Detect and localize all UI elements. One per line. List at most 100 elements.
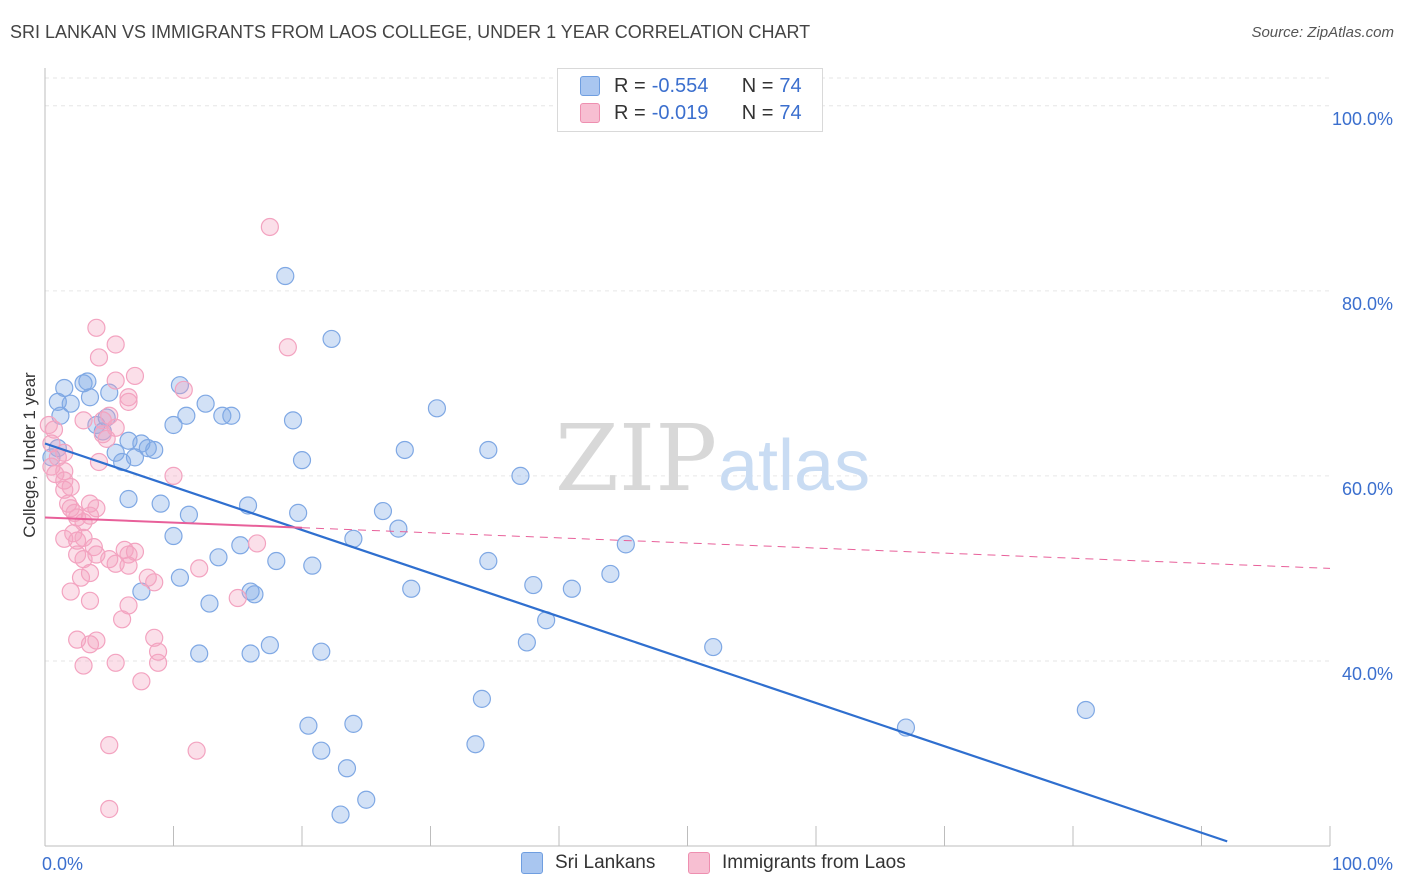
x-tick-label-max: 100.0% [1332, 854, 1393, 874]
point-laos [119, 392, 138, 411]
source-credit: Source: ZipAtlas.com [1251, 24, 1394, 41]
point-sri-lankans [337, 759, 357, 778]
point-sri-lankans [164, 526, 183, 546]
point-laos [71, 568, 91, 587]
point-laos [44, 420, 64, 439]
stats-row-laos: R = -0.019 N = 74 [580, 100, 802, 126]
axes [44, 68, 1331, 847]
point-sri-lankans [200, 594, 219, 613]
point-laos [61, 582, 80, 601]
chart-title: SRI LANKAN VS IMMIGRANTS FROM LAOS COLLE… [10, 22, 811, 42]
point-laos [61, 477, 80, 497]
y-tick-label: 60.0% [1342, 479, 1393, 499]
point-laos [119, 556, 138, 575]
point-laos [119, 388, 138, 407]
point-sri-lankans [260, 636, 279, 655]
point-sri-lankans [61, 394, 80, 413]
y-tick-label: 80.0% [1342, 294, 1393, 314]
point-sri-lankans [344, 714, 363, 733]
legend-item-laos[interactable]: Immigrants from Laos [688, 852, 906, 874]
point-sri-lankans [179, 505, 199, 524]
legend-item-sri-lankans[interactable]: Sri Lankans [521, 852, 655, 874]
point-laos [260, 217, 279, 237]
point-sri-lankans [80, 388, 100, 407]
point-laos [106, 653, 125, 672]
point-laos [164, 466, 183, 485]
point-laos [42, 457, 61, 476]
point-sri-lankans [357, 790, 376, 809]
point-sri-lankans [283, 411, 303, 430]
point-laos [55, 471, 74, 490]
r-label: R = [614, 101, 646, 124]
point-laos [87, 631, 106, 650]
point-sri-lankans [312, 741, 331, 760]
point-sri-lankans [151, 494, 170, 513]
n-value: 74 [779, 101, 802, 124]
point-sri-lankans [601, 564, 620, 584]
point-sri-lankans [389, 519, 408, 538]
point-sri-lankans [299, 716, 318, 735]
point-sri-lankans [312, 642, 331, 661]
y-axis-label: College, Under 1 year [20, 372, 39, 538]
point-laos [228, 588, 247, 608]
point-sri-lankans [138, 439, 157, 458]
stats-swatch-laos [580, 103, 600, 123]
point-sri-lankans [616, 535, 635, 554]
n-label: N = [741, 101, 774, 124]
point-laos [80, 563, 100, 583]
watermark-atlas: atlas [718, 426, 870, 506]
point-laos [106, 335, 125, 354]
r-value: -0.554 [651, 74, 709, 97]
point-sri-lankans [289, 503, 308, 522]
y-tick-label: 100.0% [1332, 109, 1393, 129]
point-sri-lankans [466, 735, 485, 754]
point-sri-lankans [562, 579, 581, 598]
point-laos [80, 506, 100, 525]
point-laos [74, 656, 93, 675]
legend-swatch-laos [688, 852, 710, 874]
point-sri-lankans [164, 415, 183, 435]
point-sri-lankans [472, 689, 491, 708]
point-laos [247, 534, 267, 553]
trend-line-sri-lankans [44, 442, 1228, 843]
point-sri-lankans [427, 399, 447, 418]
point-laos [125, 366, 145, 386]
data-points [39, 217, 1095, 824]
point-laos [84, 538, 103, 557]
point-laos [68, 545, 87, 564]
point-sri-lankans [1076, 700, 1095, 720]
point-sri-lankans [245, 585, 264, 604]
x-tick-label-min: 0.0% [42, 854, 83, 874]
point-laos [80, 591, 100, 610]
point-sri-lankans [704, 637, 723, 657]
correlation-stats-box: R = -0.554 N = 74 R = -0.019 N = 74 [557, 68, 823, 132]
point-sri-lankans [322, 329, 341, 349]
point-laos [187, 741, 206, 760]
point-laos [100, 799, 119, 819]
point-sri-lankans [231, 536, 250, 555]
point-sri-lankans [222, 406, 241, 425]
point-laos [145, 628, 164, 647]
point-laos [55, 529, 74, 548]
point-sri-lankans [292, 451, 312, 470]
point-laos [87, 499, 106, 518]
point-sri-lankans [331, 805, 350, 824]
watermark-zip: ZIP [555, 405, 717, 512]
point-sri-lankans [303, 556, 322, 575]
point-laos [74, 411, 93, 430]
point-sri-lankans [145, 440, 164, 460]
point-sri-lankans [170, 568, 190, 587]
r-value: -0.019 [651, 101, 709, 124]
point-laos [106, 371, 125, 390]
legend-label-laos: Immigrants from Laos [722, 852, 906, 873]
point-sri-lankans [55, 378, 74, 398]
point-laos [87, 318, 106, 337]
watermark: ZIP atlas [555, 405, 870, 512]
point-sri-lankans [373, 501, 393, 521]
point-laos [278, 338, 297, 357]
point-sri-lankans [511, 466, 530, 485]
point-sri-lankans [276, 266, 295, 286]
n-label: N = [741, 74, 774, 97]
point-laos [145, 573, 164, 592]
